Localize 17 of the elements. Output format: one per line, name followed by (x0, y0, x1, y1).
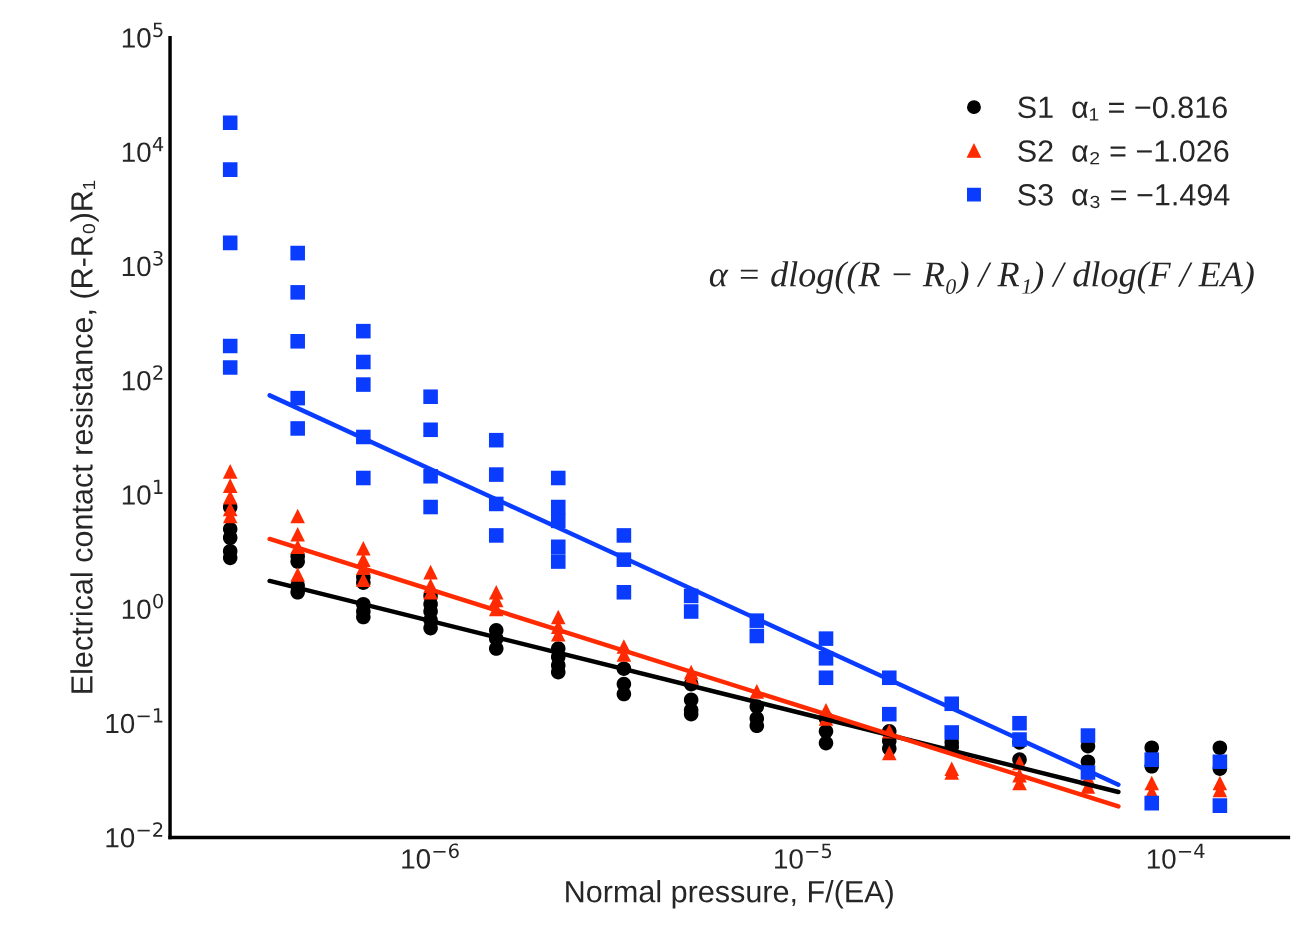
legend-label: S2 α₂ = −1.026 (1018, 140, 1229, 165)
y-tick-label: 10$^{0}$ (122, 593, 163, 620)
legend-label: S3 α₃ = −1.494 (1018, 184, 1230, 209)
legend-label: S1 α₁ = −0.816 (1018, 96, 1227, 121)
x-tick-label: 10$^{−4}$ (1147, 843, 1205, 869)
x-axis-title: Normal pressure, F/(EA) (566, 880, 893, 909)
annotation: α = dlog((R − R₀) / R₁) / dlog(F / EA) (709, 261, 1254, 294)
y-tick-label: 10$^{1}$ (122, 479, 163, 505)
y-tick-label: 10$^{−1}$ (106, 708, 163, 734)
y-tick-label: 10$^{5}$ (122, 22, 163, 48)
y-tick-label: 10$^{4}$ (122, 136, 164, 163)
y-tick-label: 10$^{−2}$ (106, 822, 163, 848)
x-tick-label: 10$^{−5}$ (775, 843, 832, 869)
y-axis-title: Electrical contact resistance, (R-R₀)R₁ (70, 180, 99, 693)
y-tick-label: 10$^{3}$ (122, 250, 163, 277)
y-tick-label: 10$^{2}$ (122, 365, 163, 391)
x-tick-label: 10$^{−6}$ (402, 843, 459, 869)
